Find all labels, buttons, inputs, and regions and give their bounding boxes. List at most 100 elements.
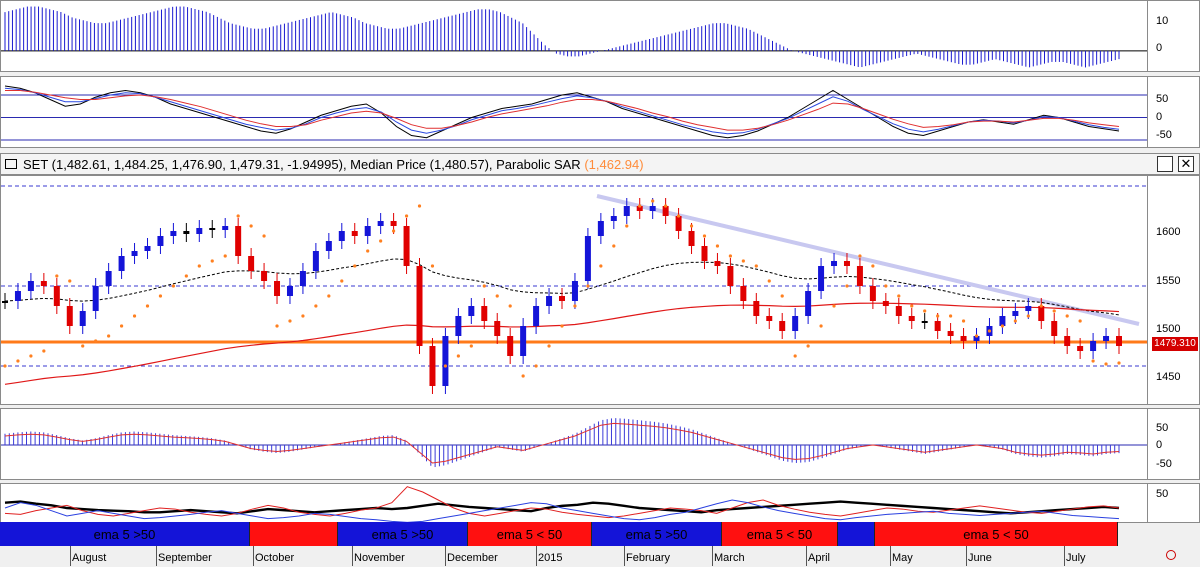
candle-body: [274, 281, 281, 296]
price-panel[interactable]: [0, 175, 1148, 405]
sar-value: (1,462.94): [584, 157, 644, 172]
candle-body: [364, 226, 371, 236]
candle-body: [118, 256, 125, 271]
candle-body: [325, 241, 332, 251]
candle-body: [403, 226, 410, 266]
sar-dot: [651, 199, 655, 203]
candle-body: [805, 291, 812, 316]
candle-body: [1051, 321, 1058, 336]
sar-dot: [1065, 314, 1069, 318]
sar-dot: [638, 204, 642, 208]
sar-dot: [314, 304, 318, 308]
candle-body: [610, 216, 617, 221]
candle-body: [442, 336, 449, 386]
oscillator-panel-4[interactable]: [0, 408, 1148, 480]
candle-body: [960, 336, 967, 341]
month-tick: [445, 546, 446, 566]
candle-body: [947, 331, 954, 336]
ema-band: [838, 522, 875, 546]
candle-body: [507, 336, 514, 356]
oscillator-panel-5[interactable]: [0, 483, 1148, 523]
candle-body: [1103, 336, 1110, 341]
axis-tick: 10: [1156, 15, 1169, 27]
ema-band: ema 5 >50: [592, 522, 722, 546]
sar-dot: [340, 279, 344, 283]
candle-body: [144, 246, 151, 251]
sar-dot: [664, 204, 668, 208]
maximize-button[interactable]: [1157, 156, 1173, 172]
candle-body: [1116, 336, 1122, 346]
sar-dot: [832, 304, 836, 308]
sar-dot: [249, 224, 253, 228]
sar-dot: [430, 264, 435, 268]
candle-body: [196, 228, 203, 234]
chart-title: SET (1,482.61, 1,484.25, 1,476.90, 1,479…: [23, 157, 644, 172]
sar-dot: [275, 324, 279, 328]
sar-dot: [897, 294, 901, 298]
candle-body: [520, 326, 527, 356]
sar-dot: [119, 324, 124, 328]
sar-dot: [482, 284, 486, 288]
signal-line: [4, 422, 1120, 464]
oscillator-series-line: [5, 90, 1120, 131]
ema-band: [250, 522, 338, 546]
candle-body: [559, 296, 565, 301]
oscillator-lines-5: [4, 486, 1120, 522]
candle-body: [921, 321, 928, 323]
sar-dot: [806, 344, 810, 348]
axis-tick: 50: [1156, 93, 1169, 105]
sar-dot: [1078, 319, 1082, 323]
time-axis-corner-icon[interactable]: [1166, 550, 1176, 560]
candle-body: [66, 306, 73, 326]
oscillator-panel-1[interactable]: [0, 0, 1148, 72]
candle-body: [571, 281, 578, 301]
sar-dot: [534, 364, 538, 368]
candle-body: [455, 316, 462, 336]
axis-tick: 50: [1156, 488, 1169, 500]
sar-dot: [55, 274, 59, 278]
sar-dot: [327, 294, 331, 298]
sar-dot: [1026, 314, 1030, 318]
month-tick: [536, 546, 537, 566]
sar-dot: [961, 319, 966, 323]
candle-body: [1064, 336, 1071, 346]
candle-body: [727, 266, 734, 286]
candle-body: [636, 206, 643, 211]
axis-tick: 1500: [1156, 323, 1181, 335]
sar-dot: [936, 314, 940, 318]
candle-body: [584, 236, 591, 281]
chart-title-text: SET (1,482.61, 1,484.25, 1,476.90, 1,479…: [23, 157, 581, 172]
month-label: July: [1066, 552, 1086, 564]
close-button[interactable]: ✕: [1178, 156, 1194, 172]
price-axis: 1600 1550 1500 1450: [1148, 175, 1200, 405]
ema-band: ema 5 < 50: [722, 522, 838, 546]
month-label: October: [255, 552, 295, 564]
candle-body: [2, 301, 8, 303]
oscillator-lines-2: [1, 85, 1147, 141]
candle-body: [649, 206, 656, 211]
sar-dot: [987, 329, 992, 333]
candle-body: [468, 306, 475, 316]
sar-dot: [81, 344, 85, 348]
candle-body: [623, 206, 630, 216]
candle-body: [740, 286, 747, 301]
candle-body: [662, 206, 669, 216]
candle-body: [377, 221, 384, 226]
sar-dot: [560, 324, 564, 328]
sar-dot: [1091, 359, 1095, 363]
oscillator-panel-2[interactable]: [0, 76, 1148, 148]
oscillator-series-line: [4, 87, 1120, 135]
ema-band: ema 5 >50: [338, 522, 468, 546]
axis-tick: 1450: [1156, 371, 1181, 383]
axis-tick: 1550: [1156, 275, 1181, 287]
sar-dot: [754, 264, 758, 268]
candle-body: [416, 266, 423, 346]
candle-body: [546, 296, 553, 306]
oscillator-series-line: [4, 500, 1120, 515]
sar-dot: [1039, 304, 1043, 308]
candle-body: [818, 266, 825, 291]
sar-dot: [68, 279, 72, 283]
candle-body: [183, 231, 190, 234]
axis-tick: 1600: [1156, 226, 1181, 238]
sar-dot: [236, 214, 240, 218]
